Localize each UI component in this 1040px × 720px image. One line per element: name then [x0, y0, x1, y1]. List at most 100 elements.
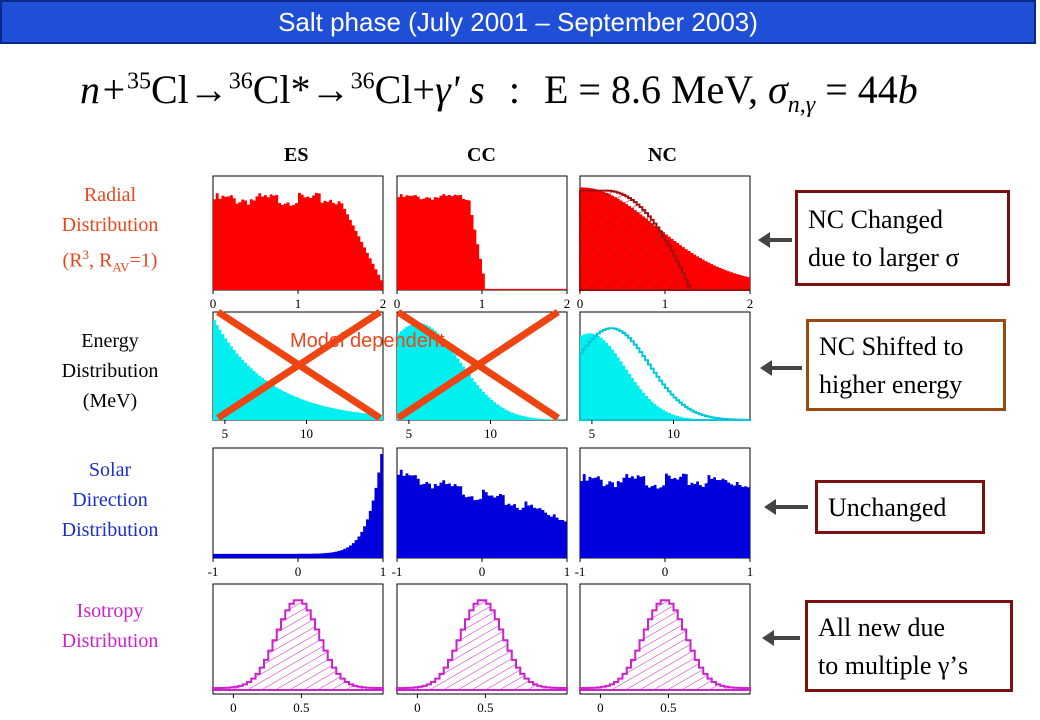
- arrow-left-icon: [762, 630, 800, 646]
- tick-label: 0: [662, 564, 669, 579]
- tick-label: 10: [667, 426, 680, 441]
- tick-label: 1: [662, 296, 669, 311]
- column-header-cc: CC: [467, 144, 496, 166]
- row-label-isotropy: Isotropy Distribution: [20, 596, 200, 656]
- column-header-es: ES: [284, 144, 309, 166]
- tick-label: 2: [747, 296, 754, 311]
- tick-label: 0: [394, 296, 401, 311]
- tick-label: 0.5: [293, 700, 309, 715]
- eq-cl: Cl: [151, 67, 189, 112]
- slide-title: Salt phase (July 2001 – September 2003): [0, 0, 1036, 44]
- tick-label: 5: [222, 426, 229, 441]
- row-label-line: (MeV): [82, 390, 138, 412]
- arrow-left-icon: [760, 360, 802, 376]
- tick-label: 1: [564, 564, 571, 579]
- tick-label: 1: [747, 564, 754, 579]
- tick-label: 2: [380, 296, 387, 311]
- tick-label: 0: [414, 700, 421, 715]
- tick-label: 10: [300, 426, 313, 441]
- histogram-frame-solar-es: [212, 447, 384, 559]
- tick-label: 1: [479, 296, 486, 311]
- tick-label: -1: [208, 564, 219, 579]
- histogram-overlay-radial-nc: [579, 189, 750, 291]
- row-label-solar: Solar Direction Distribution: [20, 455, 200, 545]
- histogram-isotropy-nc: [579, 599, 751, 691]
- tick-label: 0: [295, 564, 302, 579]
- tick-label: 5: [589, 426, 596, 441]
- histogram-radial-es: [213, 192, 383, 290]
- row-label-energy: Energy Distribution (MeV): [20, 326, 200, 416]
- model-dependent-crosses: [216, 309, 560, 421]
- eq-colon: :: [508, 67, 520, 112]
- histogram-overlay-energy-nc: [579, 327, 751, 421]
- eq-cl-excited: Cl*: [252, 67, 311, 112]
- histogram-solar-cc: [397, 469, 567, 558]
- row-label-line: Solar: [88, 459, 132, 481]
- eq-arrow: →: [188, 67, 229, 112]
- arrow-left-icon: [758, 232, 792, 248]
- tick-label: 0.5: [477, 700, 493, 715]
- note-all-new: All new due to multiple γ’s: [805, 600, 1013, 692]
- tick-label: -1: [575, 564, 586, 579]
- cross-mark-es: [216, 309, 382, 421]
- note-line: to multiple γ’s: [818, 651, 969, 680]
- tick-label: 1: [380, 564, 387, 579]
- eq-sigma-subscript: n,γ: [787, 92, 816, 118]
- histogram-radial-cc: [397, 194, 567, 290]
- eq-cross-section: = 44: [825, 67, 898, 112]
- row-label-line: Distribution: [61, 360, 159, 382]
- eq-mass-35: 35: [127, 68, 151, 95]
- tick-label: 10: [484, 426, 497, 441]
- note-line: Unchanged: [828, 493, 947, 522]
- row-label-line: Direction: [72, 489, 148, 511]
- eq-gammas: γ' s: [434, 67, 485, 112]
- eq-neutron: n+: [80, 67, 127, 112]
- tick-label: -1: [392, 564, 403, 579]
- note-unchanged: Unchanged: [815, 480, 985, 534]
- eq-energy: E = 8.6 MeV,: [543, 67, 759, 112]
- histogram-isotropy-cc: [396, 599, 568, 691]
- eq-mass-36: 36: [228, 68, 253, 95]
- eq-unit-barn: b: [897, 67, 918, 112]
- eq-mass-36: 36: [350, 68, 375, 95]
- tick-label: 0: [479, 564, 486, 579]
- histogram-solar-es: [213, 454, 383, 558]
- tick-label: 5: [406, 426, 413, 441]
- capture-equation: n+35Cl→36Cl*→36Cl+γ' s : E = 8.6 MeV, σn…: [80, 66, 1010, 136]
- tick-label: 1: [295, 296, 302, 311]
- tick-label: 0: [597, 700, 604, 715]
- histogram-isotropy-es: [212, 599, 384, 691]
- eq-arrow: →: [310, 67, 351, 112]
- histogram-energy-nc: [580, 333, 750, 420]
- arrow-left-icon: [764, 499, 808, 515]
- eq-sigma: σ: [768, 67, 788, 112]
- eq-plus: +: [412, 67, 435, 112]
- note-nc-changed: NC Changed due to larger σ: [795, 190, 1010, 286]
- row-label-radial: Radial Distribution (R3, RAV=1): [20, 180, 200, 283]
- histogram-solar-nc: [580, 473, 750, 558]
- row-label-line: Distribution: [61, 214, 159, 236]
- note-line: higher energy: [819, 370, 963, 399]
- row-label-line: Radial: [83, 184, 137, 206]
- note-line: due to larger σ: [808, 243, 960, 272]
- column-header-nc: NC: [648, 144, 677, 166]
- row-label-line: (R3, RAV=1): [62, 247, 158, 275]
- tick-label: 0: [210, 296, 217, 311]
- row-label-line: Distribution: [61, 630, 159, 652]
- note-nc-shifted: NC Shifted to higher energy: [806, 319, 1006, 411]
- model-dependent-label: Model dependent: [290, 330, 445, 352]
- row-label-line: Isotropy: [76, 600, 144, 622]
- tick-label: 0: [230, 700, 237, 715]
- tick-label: 0.5: [660, 700, 676, 715]
- note-line: All new due: [818, 613, 946, 642]
- tick-label: 0: [577, 296, 584, 311]
- eq-cl: Cl: [374, 67, 413, 112]
- tick-label: 2: [564, 296, 571, 311]
- cross-mark-cc: [396, 309, 560, 421]
- row-label-line: Distribution: [61, 519, 159, 541]
- histogram-energy-cc: [397, 323, 567, 420]
- row-label-line: Energy: [81, 330, 139, 352]
- note-line: NC Shifted to: [819, 332, 964, 361]
- note-line: NC Changed: [808, 205, 944, 234]
